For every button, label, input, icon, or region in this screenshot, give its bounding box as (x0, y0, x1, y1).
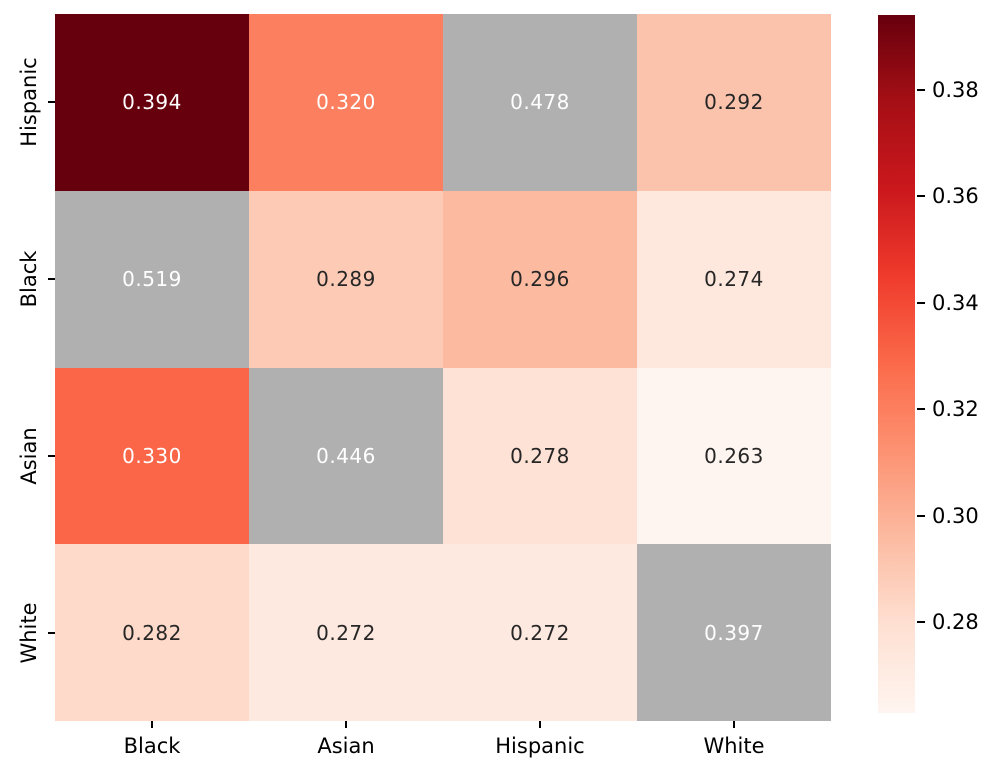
x-tick-mark (539, 721, 541, 728)
cell-value: 0.274 (704, 267, 764, 292)
x-tick-label: Asian (317, 734, 375, 758)
x-tick-label: White (703, 734, 765, 758)
cell-value: 0.272 (316, 620, 376, 645)
heatmap-cell: 0.446 (249, 367, 443, 545)
y-tick-label: White (17, 602, 41, 664)
colorbar-tick-mark (917, 408, 925, 411)
cell-value: 0.478 (510, 90, 570, 115)
colorbar-tick-mark (917, 514, 925, 517)
heatmap-cell: 0.282 (55, 544, 249, 721)
y-tick-label: Hispanic (17, 57, 41, 148)
colorbar-tick-label: 0.34 (932, 290, 979, 315)
cell-value: 0.320 (316, 90, 376, 115)
colorbar-tick-label: 0.28 (932, 610, 979, 635)
x-tick-mark (151, 721, 153, 728)
heatmap-plot: 0.394 0.320 0.478 0.292 0.519 0.289 0.296 0.274… (55, 14, 831, 721)
heatmap-cell: 0.274 (637, 190, 831, 368)
colorbar-tick-label: 0.32 (932, 397, 979, 422)
colorbar-gradient (878, 15, 915, 713)
y-tick-mark (48, 454, 55, 457)
y-tick-mark (48, 278, 55, 281)
cell-value: 0.330 (122, 443, 182, 468)
cell-value: 0.292 (704, 90, 764, 115)
y-tick-label: Asian (17, 427, 41, 485)
y-tick-mark (48, 101, 55, 104)
x-tick-label: Hispanic (495, 734, 585, 758)
colorbar-tick-mark (917, 301, 925, 304)
x-tick-label: Black (123, 734, 181, 758)
colorbar-tick-mark (917, 88, 925, 91)
cell-value: 0.519 (122, 267, 182, 292)
y-tick-label: Black (17, 250, 41, 308)
heatmap-cell: 0.292 (637, 14, 831, 191)
cell-value: 0.278 (510, 443, 570, 468)
heatmap-cell: 0.397 (637, 544, 831, 721)
cell-value: 0.394 (122, 90, 182, 115)
cell-value: 0.282 (122, 620, 182, 645)
y-tick-mark (48, 631, 55, 634)
heatmap-cell: 0.278 (443, 367, 637, 545)
cell-value: 0.446 (316, 443, 376, 468)
heatmap-cell: 0.320 (249, 14, 443, 191)
heatmap-cell: 0.296 (443, 190, 637, 368)
heatmap-cell: 0.272 (443, 544, 637, 721)
heatmap-cell: 0.330 (55, 367, 249, 545)
heatmap-cell: 0.272 (249, 544, 443, 721)
cell-value: 0.289 (316, 267, 376, 292)
heatmap-cell: 0.394 (55, 14, 249, 191)
x-tick-mark (345, 721, 347, 728)
heatmap-cell: 0.263 (637, 367, 831, 545)
colorbar-tick-label: 0.38 (932, 77, 979, 102)
colorbar-tick-mark (917, 621, 925, 624)
cell-value: 0.272 (510, 620, 570, 645)
colorbar-tick-label: 0.36 (932, 184, 979, 209)
heatmap-cell: 0.478 (443, 14, 637, 191)
cell-value: 0.397 (704, 620, 764, 645)
heatmap-cell: 0.519 (55, 190, 249, 368)
cell-value: 0.263 (704, 443, 764, 468)
cell-value: 0.296 (510, 267, 570, 292)
heatmap-cell: 0.289 (249, 190, 443, 368)
x-tick-mark (733, 721, 735, 728)
colorbar: 0.38 0.36 0.34 0.32 0.30 0.28 (878, 15, 979, 713)
colorbar-tick-label: 0.30 (932, 503, 979, 528)
colorbar-tick-mark (917, 195, 925, 198)
